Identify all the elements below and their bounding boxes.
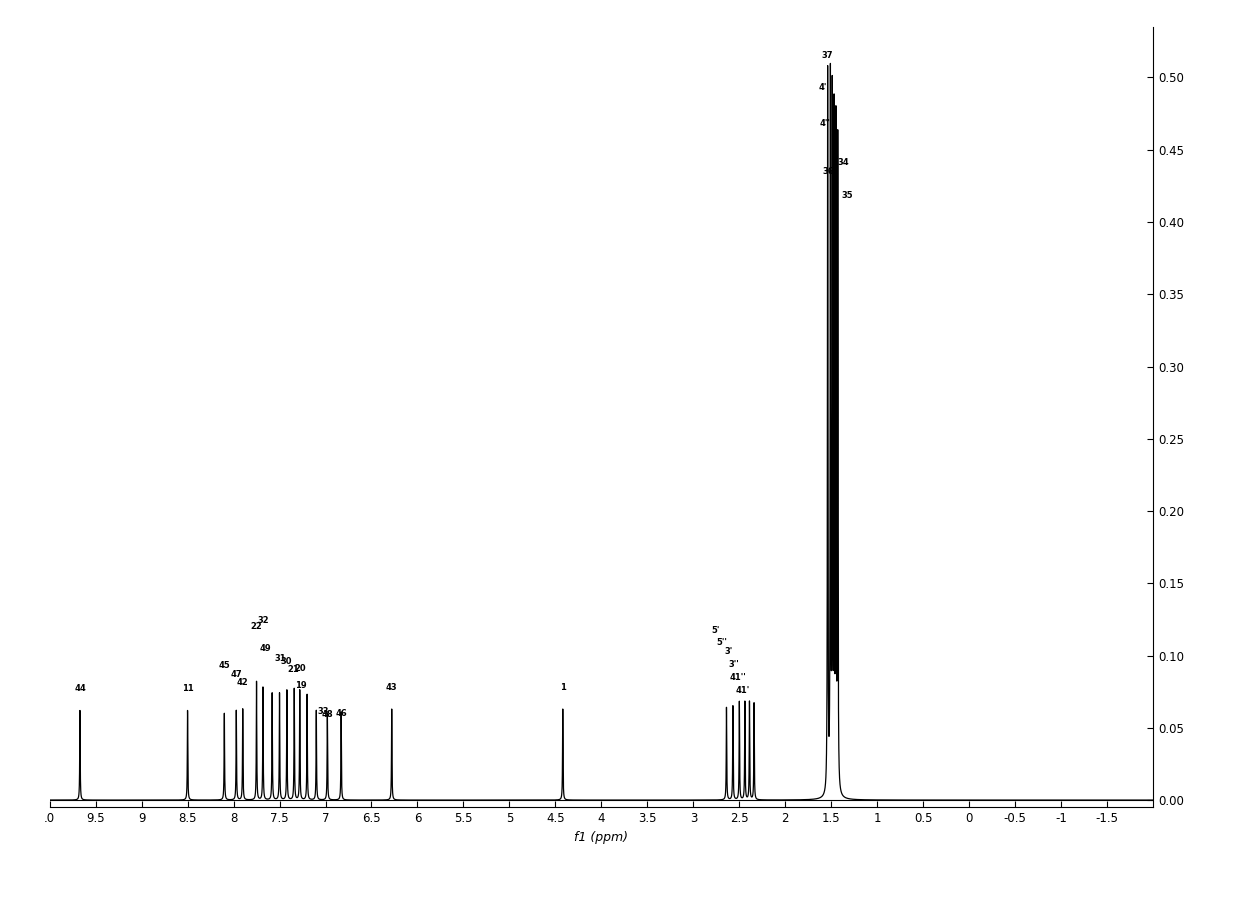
- Text: 3': 3': [724, 647, 733, 656]
- Text: 19: 19: [295, 681, 306, 691]
- Text: 48: 48: [321, 710, 334, 719]
- Text: 5': 5': [712, 626, 719, 635]
- X-axis label: f1 (ppm): f1 (ppm): [574, 831, 629, 844]
- Text: 44: 44: [74, 684, 86, 693]
- Text: 45: 45: [218, 661, 231, 670]
- Text: 36: 36: [823, 167, 835, 176]
- Text: 37: 37: [822, 51, 833, 60]
- Text: 42: 42: [237, 678, 248, 687]
- Text: 32: 32: [257, 616, 269, 625]
- Text: 46: 46: [335, 709, 347, 718]
- Text: 31: 31: [274, 654, 286, 663]
- Text: 4'': 4'': [820, 119, 831, 128]
- Text: 30: 30: [280, 657, 291, 666]
- Text: 11: 11: [182, 684, 193, 693]
- Text: 34: 34: [837, 158, 849, 167]
- Text: 41'': 41'': [730, 673, 746, 682]
- Text: 33: 33: [317, 707, 329, 716]
- Text: 21: 21: [288, 666, 299, 675]
- Text: 20: 20: [295, 664, 306, 673]
- Text: 49: 49: [260, 644, 272, 653]
- Text: 22: 22: [250, 622, 263, 631]
- Text: 4': 4': [818, 83, 827, 92]
- Text: 35: 35: [841, 191, 853, 200]
- Text: 43: 43: [386, 683, 398, 692]
- Text: 3'': 3'': [728, 659, 739, 668]
- Text: 5'': 5'': [717, 638, 728, 647]
- Text: 41': 41': [735, 685, 750, 694]
- Text: 47: 47: [231, 670, 242, 679]
- Text: 1: 1: [559, 683, 565, 692]
